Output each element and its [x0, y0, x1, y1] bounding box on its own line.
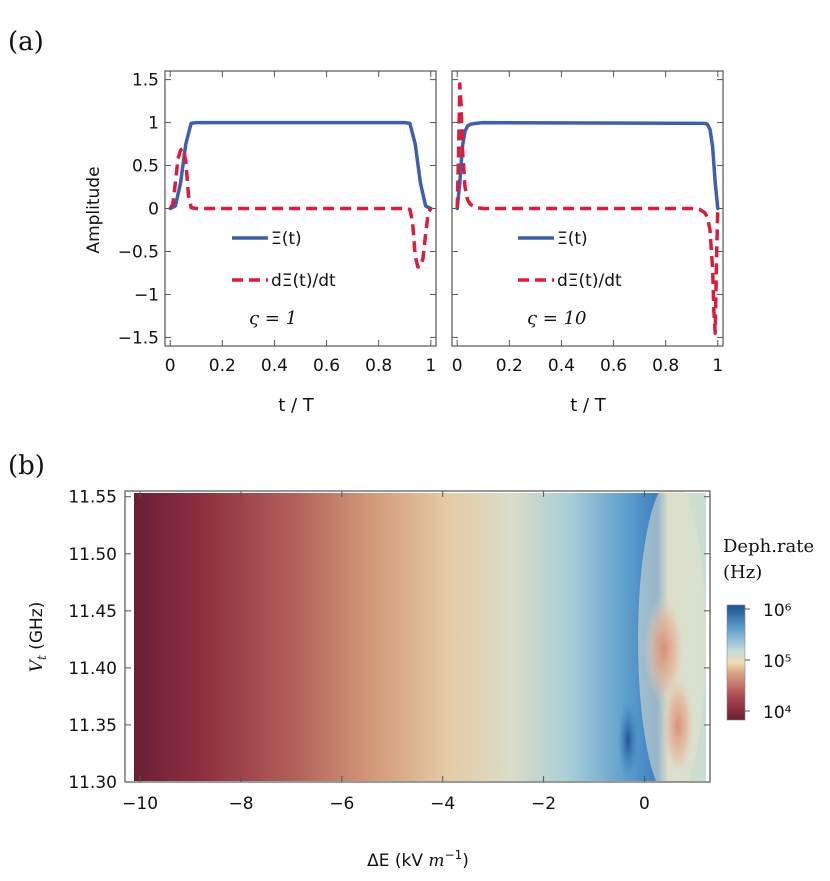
heatmap-field — [134, 491, 706, 782]
panel-label-b: (b) — [8, 451, 45, 481]
heatmap-feature-blue-ridge — [618, 700, 638, 780]
colorbar-unit: (Hz) — [723, 562, 762, 583]
ytick-label: 1.5 — [132, 71, 159, 91]
colorbar-title: Deph.rate — [723, 536, 814, 557]
legend-a-right-label-xi: Ξ(t) — [557, 229, 588, 249]
heatmap-ytick-label: 11.35 — [68, 716, 117, 736]
heatmap-xtick-label: −4 — [430, 794, 455, 814]
series-line-xi — [168, 120, 433, 211]
panel-label-a: (a) — [8, 27, 44, 57]
legend-a-left-label-xi: Ξ(t) — [271, 229, 302, 249]
xtick-label: 1 — [712, 356, 723, 376]
annotation-sigma-1: ς = 1 — [249, 308, 297, 329]
heatmap-b: 11.55 11.50 11.45 11.40 11.35 11.30 −10 −8 −6 −4… — [27, 488, 814, 871]
xtick-label: 1 — [425, 356, 436, 376]
annotation-sigma-10: ς = 10 — [527, 308, 587, 329]
xtick-label: 0.6 — [600, 356, 627, 376]
heatmap-ytick-label: 11.50 — [68, 545, 117, 565]
heatmap-xtick-label: −10 — [122, 794, 158, 814]
colorbar-tick-1e4: 10⁴ — [763, 703, 792, 723]
ytick-label: −1 — [134, 285, 159, 305]
ytick-label: 1 — [148, 114, 159, 134]
xtick-label: 0.2 — [496, 356, 523, 376]
heatmap-feature-hotspot-lower — [662, 675, 694, 775]
ytick-label: −1.5 — [118, 328, 159, 348]
xlabel-delta-e: ΔE (kV m−1) — [367, 848, 469, 871]
ytick-label: 0.5 — [132, 157, 159, 177]
xtick-label: 0.2 — [209, 356, 236, 376]
ytick-label: 0 — [148, 200, 159, 220]
xtick-label: 0.6 — [313, 356, 340, 376]
xtick-label: 0.8 — [365, 356, 392, 376]
xtick-label: 0 — [165, 356, 176, 376]
heatmap-ytick-label: 11.55 — [68, 488, 117, 508]
series-line-xi — [455, 120, 720, 211]
heatmap-xtick-label: 0 — [639, 794, 650, 814]
xtick-label: 0 — [452, 356, 463, 376]
xtick-label: 0.8 — [652, 356, 679, 376]
heatmap-xtick-label: −2 — [531, 794, 556, 814]
legend-a-right-label-dxi: dΞ(t)/dt — [557, 271, 622, 291]
colorbar-tick-1e5: 10⁵ — [763, 652, 791, 672]
xtick-label: 0.4 — [548, 356, 575, 376]
heatmap-ytick-label: 11.45 — [68, 602, 117, 622]
heatmap-xtick-label: −8 — [228, 794, 253, 814]
colorbar-tick-1e6: 10⁶ — [763, 601, 792, 621]
series-line-dxi — [455, 82, 720, 335]
plot-a-left: 1.5 1 0.5 0 −0.5 −1 −1.5 0 0.2 0.4 0.6 0.8 1 Amplit… — [84, 70, 437, 416]
series-line-dxi — [168, 146, 433, 269]
xtick-label: 0.4 — [261, 356, 288, 376]
plot-a-right: 0 0.2 0.4 0.6 0.8 1 t / T Ξ(t) dΞ(t)/dt ς = 1… — [451, 70, 724, 416]
ylabel-vt: Vt (GHz) — [27, 602, 49, 673]
colorbar-ticks — [745, 608, 750, 712]
heatmap-ytick-label: 11.40 — [68, 659, 117, 679]
heatmap-xtick-label: −6 — [329, 794, 354, 814]
legend-a-left-label-dxi: dΞ(t)/dt — [271, 271, 336, 291]
heatmap-ytick-label: 11.30 — [68, 773, 117, 793]
heatmap-frame — [124, 490, 711, 783]
colorbar — [726, 604, 746, 721]
ytick-label: −0.5 — [118, 242, 159, 262]
heatmap-gradient — [134, 493, 706, 781]
xlabel-a-left: t / T — [278, 395, 315, 416]
ylabel-amplitude: Amplitude — [84, 166, 104, 253]
xlabel-a-right: t / T — [570, 395, 607, 416]
